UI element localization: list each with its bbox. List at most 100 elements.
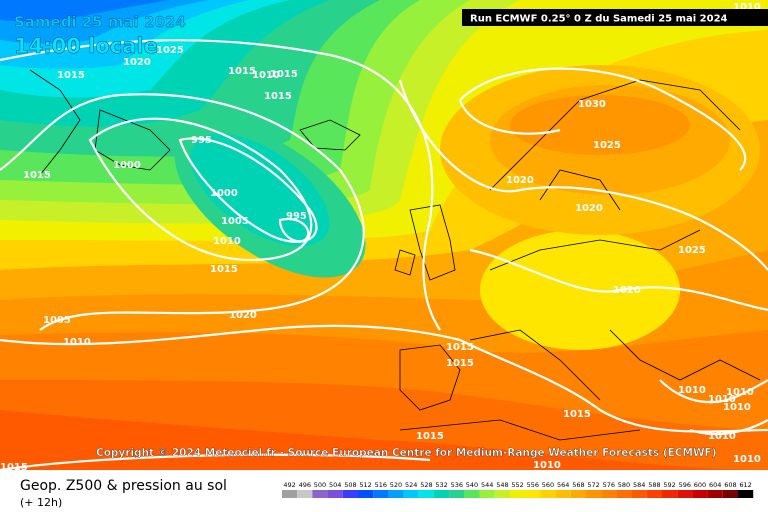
isobar-line xyxy=(0,324,768,433)
scale-label: 536 xyxy=(451,481,463,489)
scale-swatch xyxy=(342,490,358,498)
scale-label: 500 xyxy=(314,481,326,489)
scale-swatch xyxy=(479,490,495,498)
date-label: Samedi 25 mai 2024 xyxy=(14,13,186,31)
scale-label: 548 xyxy=(496,481,508,489)
scale-label: 556 xyxy=(527,481,539,489)
scale-label: 504 xyxy=(329,481,341,489)
scale-swatch xyxy=(464,490,480,498)
isobar-label: 1010 xyxy=(723,402,751,413)
isobar-label: 1025 xyxy=(678,245,706,256)
isobars xyxy=(0,39,768,472)
isobar-label: 1015 xyxy=(416,431,444,442)
scale-label: 544 xyxy=(481,481,493,489)
isobar-label: 1020 xyxy=(575,203,603,214)
coastline xyxy=(489,79,741,271)
isobar-label: 1025 xyxy=(593,140,621,151)
isobar-label: 1020 xyxy=(123,57,151,68)
isobar-line xyxy=(659,379,768,436)
scale-label: 532 xyxy=(435,481,447,489)
isobar-line xyxy=(398,79,768,271)
scale-swatch xyxy=(282,490,298,498)
scale-label: 576 xyxy=(603,481,615,489)
isobar-label: 1020 xyxy=(506,175,534,186)
scale-swatch xyxy=(662,490,678,498)
scale-label: 520 xyxy=(390,481,402,489)
isobar-label: 1010 xyxy=(708,431,736,442)
isobar-label: 1000 xyxy=(113,160,141,171)
isobar-label: 995 xyxy=(286,211,307,222)
isobar-label: 1010 xyxy=(252,70,280,81)
isobar-labels: 1025 1020 1015 1015 1010 1015 1015 995 1… xyxy=(0,2,761,473)
isobar-line xyxy=(278,217,310,243)
scale-swatch xyxy=(540,490,556,498)
scale-swatch xyxy=(418,490,434,498)
color-scale: 492 496 500 504 508 512 516 520 524 528 532 536 540 5… xyxy=(282,481,754,498)
scale-swatch xyxy=(434,490,450,498)
scale-label: 540 xyxy=(466,481,478,489)
isobar-label: 1015 xyxy=(228,66,256,77)
field-band xyxy=(190,133,330,247)
scale-label: 492 xyxy=(283,481,295,489)
isobar-label: 1015 xyxy=(563,409,591,420)
field-band xyxy=(0,0,170,22)
scale-label: 564 xyxy=(557,481,569,489)
scale-label: 612 xyxy=(739,481,751,489)
scale-label: 508 xyxy=(344,481,356,489)
isobar-label: 1010 xyxy=(533,460,561,471)
scale-swatch xyxy=(677,490,693,498)
scale-swatch xyxy=(738,490,754,498)
scale-label: 580 xyxy=(618,481,630,489)
scale-swatch xyxy=(358,490,374,498)
isobar-label: 1010 xyxy=(733,2,761,13)
coastlines xyxy=(29,69,761,441)
time-label: 14:00 locale xyxy=(14,34,158,58)
scale-label: 560 xyxy=(542,481,554,489)
scale-label: 552 xyxy=(511,481,523,489)
isobar-label: 1010 xyxy=(708,394,736,405)
scale-swatch xyxy=(722,490,738,498)
isobar-label: 1010 xyxy=(726,387,754,398)
scale-swatch xyxy=(449,490,465,498)
field-band xyxy=(480,230,680,350)
scale-label: 512 xyxy=(359,481,371,489)
scale-swatch xyxy=(707,490,723,498)
scale-label: 604 xyxy=(709,481,721,489)
isobar-label: 1020 xyxy=(229,310,257,321)
field-band xyxy=(510,95,690,155)
scale-swatch xyxy=(312,490,328,498)
scale-swatch xyxy=(570,490,586,498)
scale-label: 600 xyxy=(694,481,706,489)
isobar-line xyxy=(458,67,747,171)
scale-swatch xyxy=(494,490,510,498)
isobar-line xyxy=(0,453,431,472)
isobar-label: 1005 xyxy=(221,216,249,227)
scale-label: 572 xyxy=(587,481,599,489)
isobar-label: 1015 xyxy=(446,358,474,369)
isobar-label: 1015 xyxy=(57,70,85,81)
isobar-label: 1010 xyxy=(678,385,706,396)
isobar-line xyxy=(0,93,365,331)
scale-swatch xyxy=(327,490,343,498)
isobar-label: 995 xyxy=(191,135,212,146)
coastline xyxy=(399,329,761,441)
isobar-label: 1030 xyxy=(578,99,606,110)
scale-swatch xyxy=(403,490,419,498)
isobar-line xyxy=(469,248,768,312)
scale-label: 528 xyxy=(420,481,432,489)
scale-label: 516 xyxy=(375,481,387,489)
scale-label: 596 xyxy=(679,481,691,489)
scale-swatch xyxy=(525,490,541,498)
isobar-label: 1010 xyxy=(63,337,91,348)
coastline xyxy=(394,204,456,281)
isobar-line xyxy=(88,117,313,262)
scale-swatch xyxy=(388,490,404,498)
scale-swatch xyxy=(631,490,647,498)
isobar-label: 1010 xyxy=(213,236,241,247)
footer-title: Geop. Z500 & pression au sol xyxy=(20,478,227,494)
scale-label: 496 xyxy=(299,481,311,489)
scale-swatch xyxy=(692,490,708,498)
isobar-label: 1015 xyxy=(446,342,474,353)
